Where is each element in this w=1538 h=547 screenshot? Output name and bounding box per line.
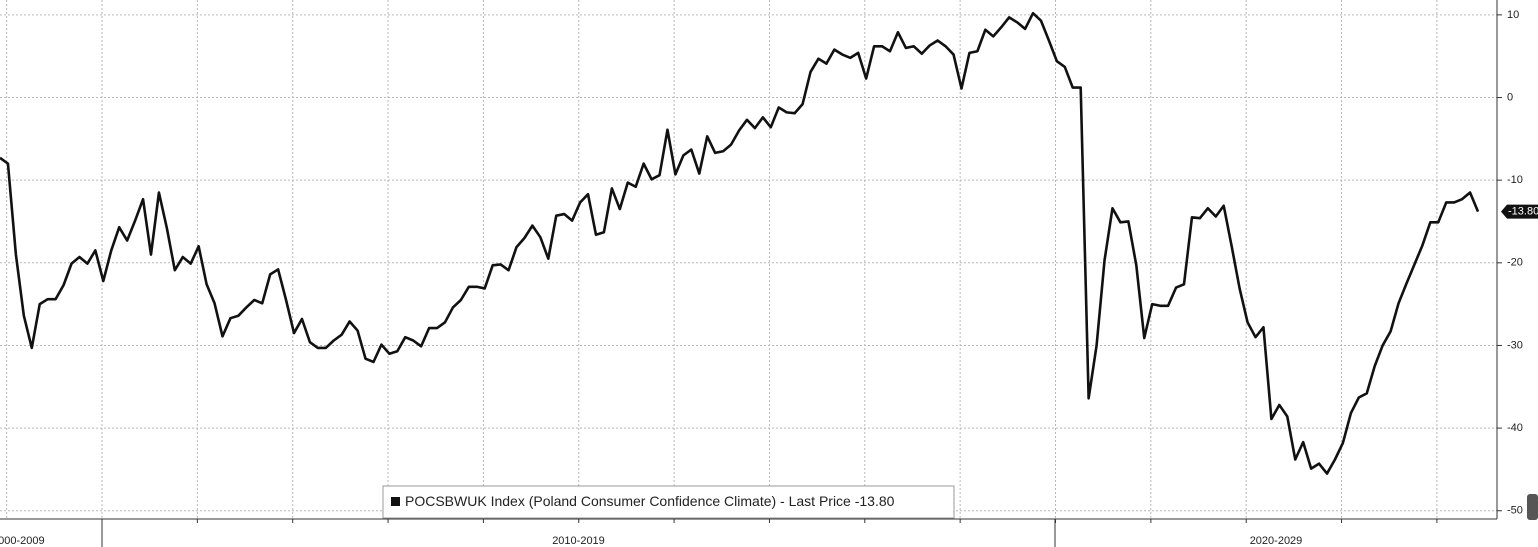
last-value-label: -13.80	[1508, 205, 1538, 217]
grid	[0, 0, 1497, 519]
legend-series-name: POCSBWUK Index (Poland Consumer Confiden…	[405, 493, 851, 509]
corner-button[interactable]	[1527, 494, 1538, 520]
legend-swatch	[391, 497, 400, 506]
legend-last-price: -13.80	[855, 493, 895, 509]
x-period-label: 2010-2019	[552, 535, 605, 547]
x-period-label: 2000-2009	[0, 535, 45, 547]
legend-text: POCSBWUK Index (Poland Consumer Confiden…	[405, 493, 895, 509]
legend-box	[382, 485, 955, 519]
y-tick-label: 10	[1507, 9, 1519, 21]
y-tick-label: 0	[1507, 91, 1513, 103]
y-tick-label: -40	[1507, 422, 1523, 434]
last-value-tag	[1501, 204, 1538, 219]
y-tick-label: -10	[1507, 174, 1523, 186]
legend: POCSBWUK Index (Poland Consumer Confiden…	[382, 485, 955, 519]
y-tick-label: -30	[1507, 339, 1523, 351]
x-period-label: 2020-2029	[1250, 535, 1303, 547]
y-tick-label: -50	[1507, 505, 1523, 517]
plot	[0, 11, 1480, 475]
y-tick-label: -20	[1507, 257, 1523, 269]
series-line	[0, 11, 1480, 475]
